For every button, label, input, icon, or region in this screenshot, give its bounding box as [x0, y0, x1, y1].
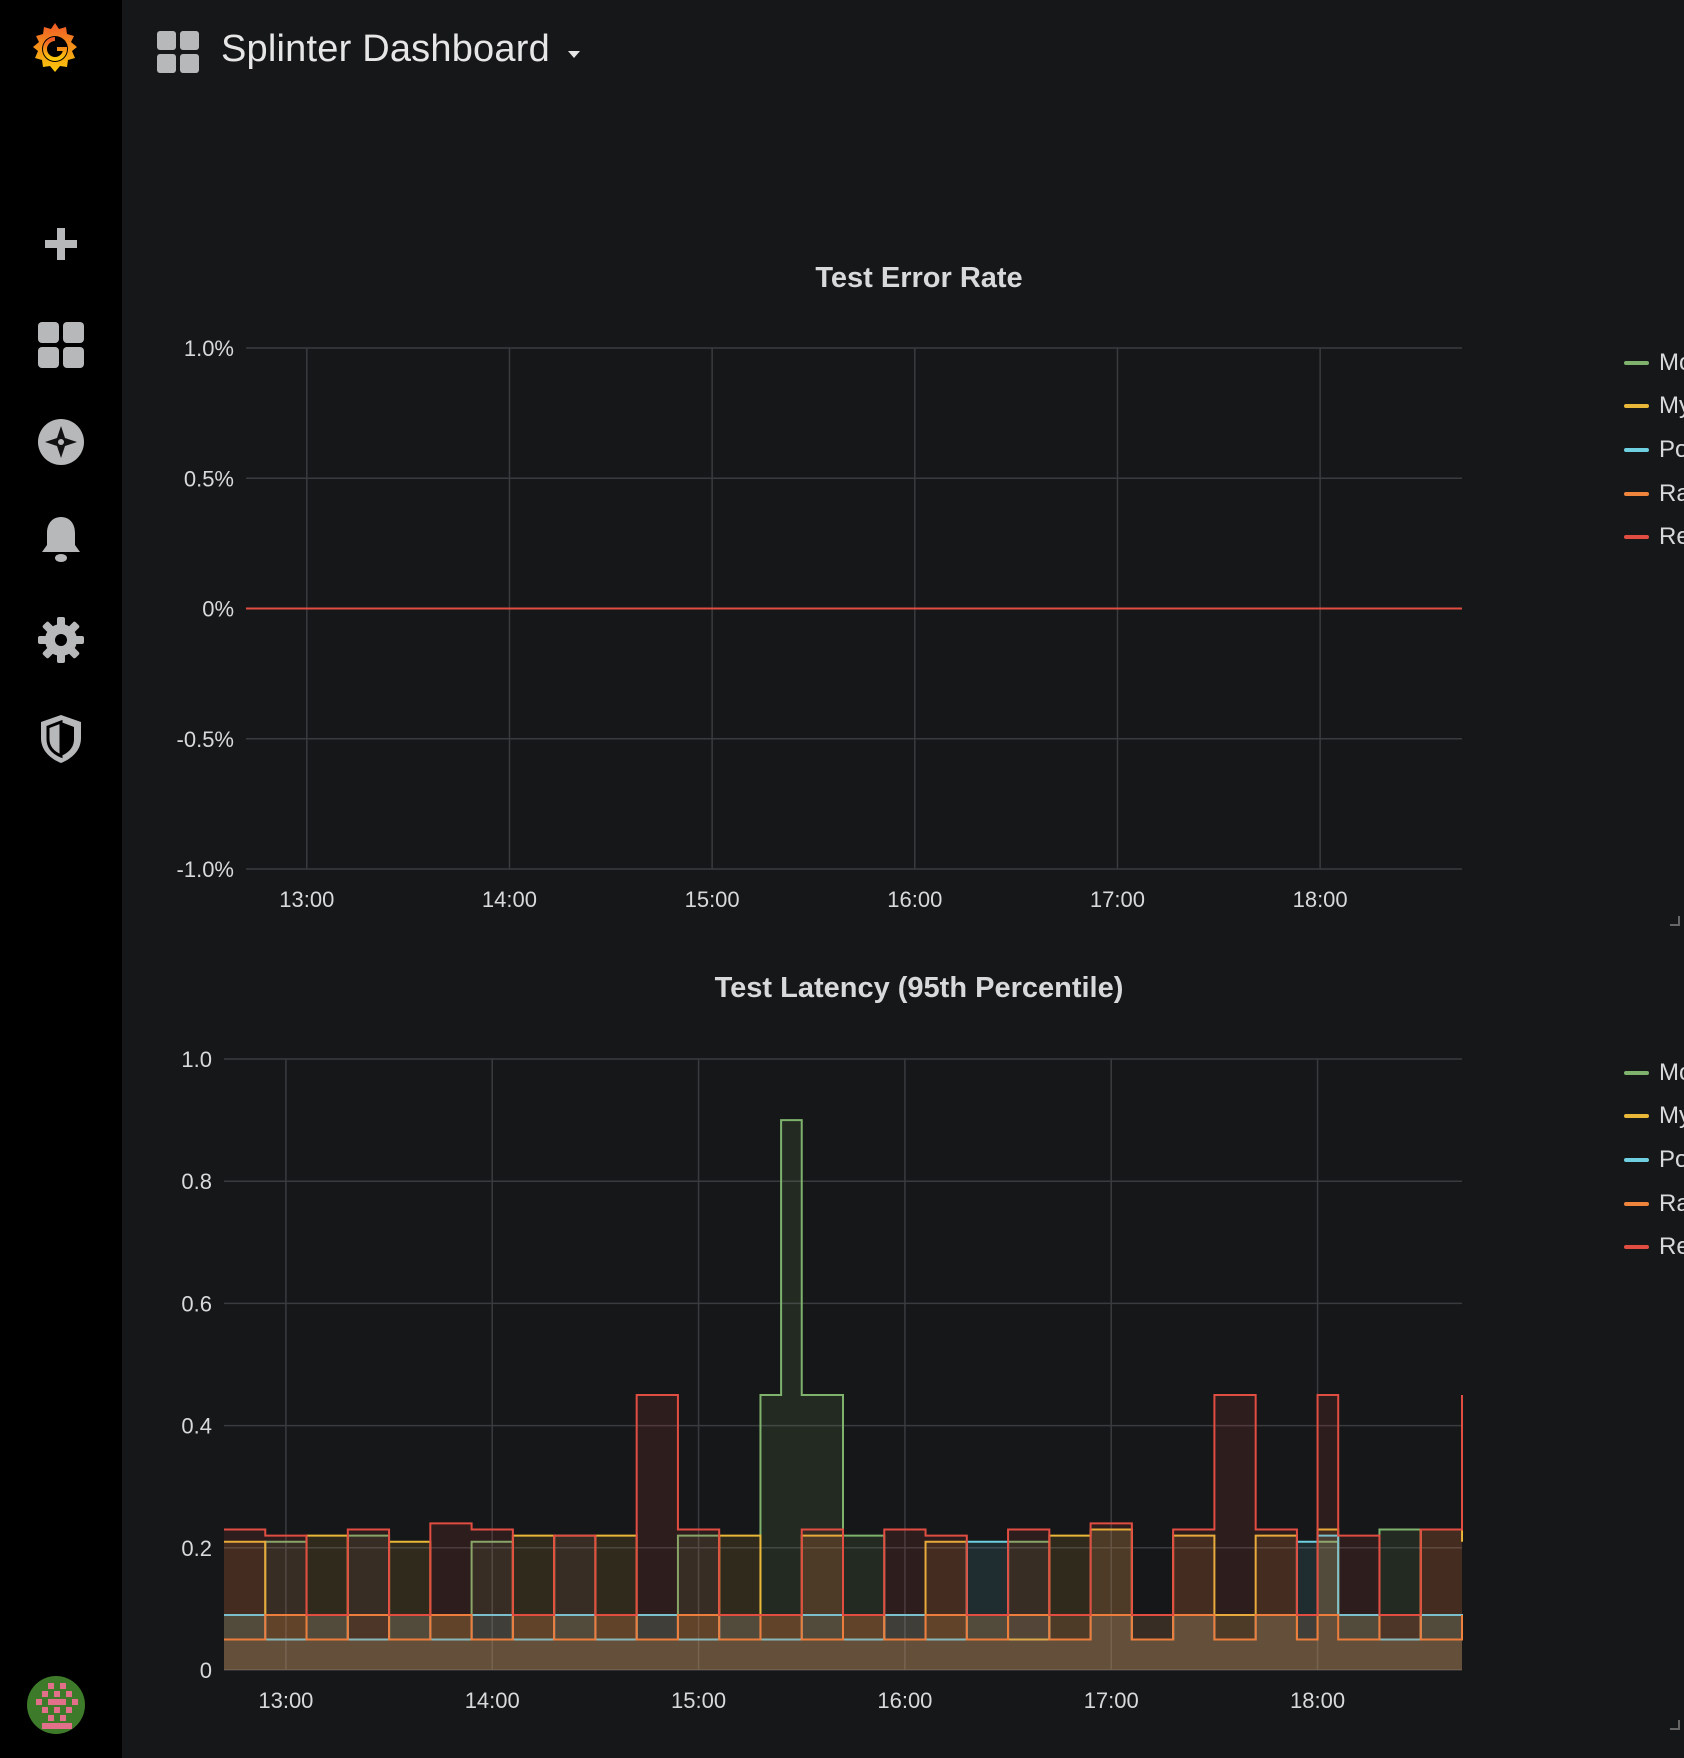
series-color-swatch — [1624, 1201, 1649, 1206]
series-color-swatch — [1624, 491, 1649, 496]
dashboards-grid-icon[interactable] — [31, 315, 91, 375]
y-tick-label: 0.5% — [184, 466, 234, 491]
gear-icon[interactable] — [31, 610, 91, 670]
x-tick-label: 15:00 — [671, 1688, 726, 1713]
x-tick-label: 18:00 — [1290, 1688, 1345, 1713]
shield-icon[interactable] — [31, 709, 91, 769]
legend-label: Redis — [1659, 523, 1684, 551]
y-tick-label: 0% — [202, 597, 234, 622]
y-tick-label: 0.2 — [181, 1536, 212, 1561]
series-color-swatch — [1624, 1114, 1649, 1119]
avatar-icon[interactable] — [26, 1675, 86, 1735]
y-tick-label: 0.6 — [181, 1291, 212, 1316]
series-color-swatch — [1624, 447, 1649, 452]
bell-icon[interactable] — [31, 509, 91, 569]
legend-item-mysql[interactable]: MySQL — [1624, 1095, 1684, 1139]
panel-test-latency: Test Latency (95th Percentile) 1.0 0.8 0.6… — [122, 950, 1684, 1750]
legend-item-postgresql[interactable]: PostgreSQL — [1624, 1138, 1684, 1182]
x-tick-label: 16:00 — [877, 1688, 932, 1713]
sidebar — [0, 0, 122, 1758]
legend-label: MySQL — [1659, 392, 1684, 420]
x-tick-label: 17:00 — [1090, 887, 1145, 912]
y-tick-label: 0.4 — [181, 1414, 212, 1439]
series-color-swatch — [1624, 1245, 1649, 1250]
caret-down-icon — [567, 51, 580, 58]
series-color-swatch — [1624, 360, 1649, 365]
plus-icon[interactable] — [31, 214, 91, 274]
legend-label: MongoDB — [1659, 348, 1684, 376]
legend-label: PostgreSQL — [1659, 435, 1684, 463]
top-navbar: Splinter Dashboard — [122, 0, 1684, 100]
latency-chart: 1.0 0.8 0.6 0.4 0.2 0 13:00 14:00 15:00 16:00 17:0… — [181, 1047, 1463, 1713]
panel-resize-handle[interactable] — [1670, 916, 1680, 926]
dashboards-grid-icon — [156, 30, 200, 74]
legend-label: MySQL — [1659, 1102, 1684, 1130]
x-tick-label: 18:00 — [1293, 887, 1348, 912]
y-tick-label: -0.5% — [177, 727, 234, 752]
x-tick-label: 16:00 — [887, 887, 942, 912]
legend-label: PostgreSQL — [1659, 1145, 1684, 1173]
legend-label: RabbitMQ — [1659, 1189, 1684, 1217]
legend-label: RabbitMQ — [1659, 479, 1684, 507]
legend-item-redis[interactable]: Redis — [1624, 1225, 1684, 1269]
y-tick-label: 1.0% — [184, 336, 234, 361]
x-tick-label: 13:00 — [279, 887, 334, 912]
legend: MongoDB MySQL PostgreSQL RabbitMQ Redis — [1624, 1051, 1684, 1269]
x-tick-label: 14:00 — [465, 1688, 520, 1713]
legend-item-mysql[interactable]: MySQL — [1624, 385, 1684, 429]
y-tick-label: 0 — [200, 1658, 212, 1683]
legend-item-postgresql[interactable]: PostgreSQL — [1624, 428, 1684, 472]
series-color-swatch — [1624, 1070, 1649, 1075]
series-color-swatch — [1624, 404, 1649, 409]
error-rate-chart: 1.0% 0.5% 0% -0.5% -1.0% 13:00 14:00 15:00 16:00… — [177, 336, 1462, 912]
series-line-redis — [224, 1394, 1463, 1617]
legend: MongoDB MySQL PostgreSQL RabbitMQ Redis — [1624, 341, 1684, 559]
x-tick-label: 17:00 — [1084, 1688, 1139, 1713]
x-tick-label: 13:00 — [258, 1688, 313, 1713]
y-tick-label: 1.0 — [181, 1047, 212, 1072]
panel-resize-handle[interactable] — [1670, 1720, 1680, 1730]
legend-item-rabbitmq[interactable]: RabbitMQ — [1624, 472, 1684, 516]
compass-icon[interactable] — [31, 412, 91, 472]
legend-label: MongoDB — [1659, 1058, 1684, 1086]
legend-item-mongodb[interactable]: MongoDB — [1624, 341, 1684, 385]
legend-label: Redis — [1659, 1233, 1684, 1261]
panel-title[interactable]: Test Latency (95th Percentile) — [714, 972, 1124, 1004]
y-tick-label: 0.8 — [181, 1169, 212, 1194]
legend-item-redis[interactable]: Redis — [1624, 515, 1684, 559]
series-color-swatch — [1624, 535, 1649, 540]
series-color-swatch — [1624, 1157, 1649, 1162]
legend-item-rabbitmq[interactable]: RabbitMQ — [1624, 1182, 1684, 1226]
panel-title[interactable]: Test Error Rate — [815, 262, 1023, 294]
x-tick-label: 14:00 — [482, 887, 537, 912]
panel-test-error-rate: Test Error Rate 1.0% 0.5% 0% -0.5% -1.0% 13:0… — [122, 240, 1684, 940]
dashboard-picker-button[interactable]: Splinter Dashboard — [221, 28, 580, 71]
y-tick-label: -1.0% — [177, 857, 234, 882]
x-tick-label: 15:00 — [685, 887, 740, 912]
dashboard-title: Splinter Dashboard — [221, 28, 550, 70]
series-area-rabbitmq — [224, 1615, 1462, 1670]
grafana-logo-icon[interactable] — [24, 18, 86, 80]
legend-item-mongodb[interactable]: MongoDB — [1624, 1051, 1684, 1095]
